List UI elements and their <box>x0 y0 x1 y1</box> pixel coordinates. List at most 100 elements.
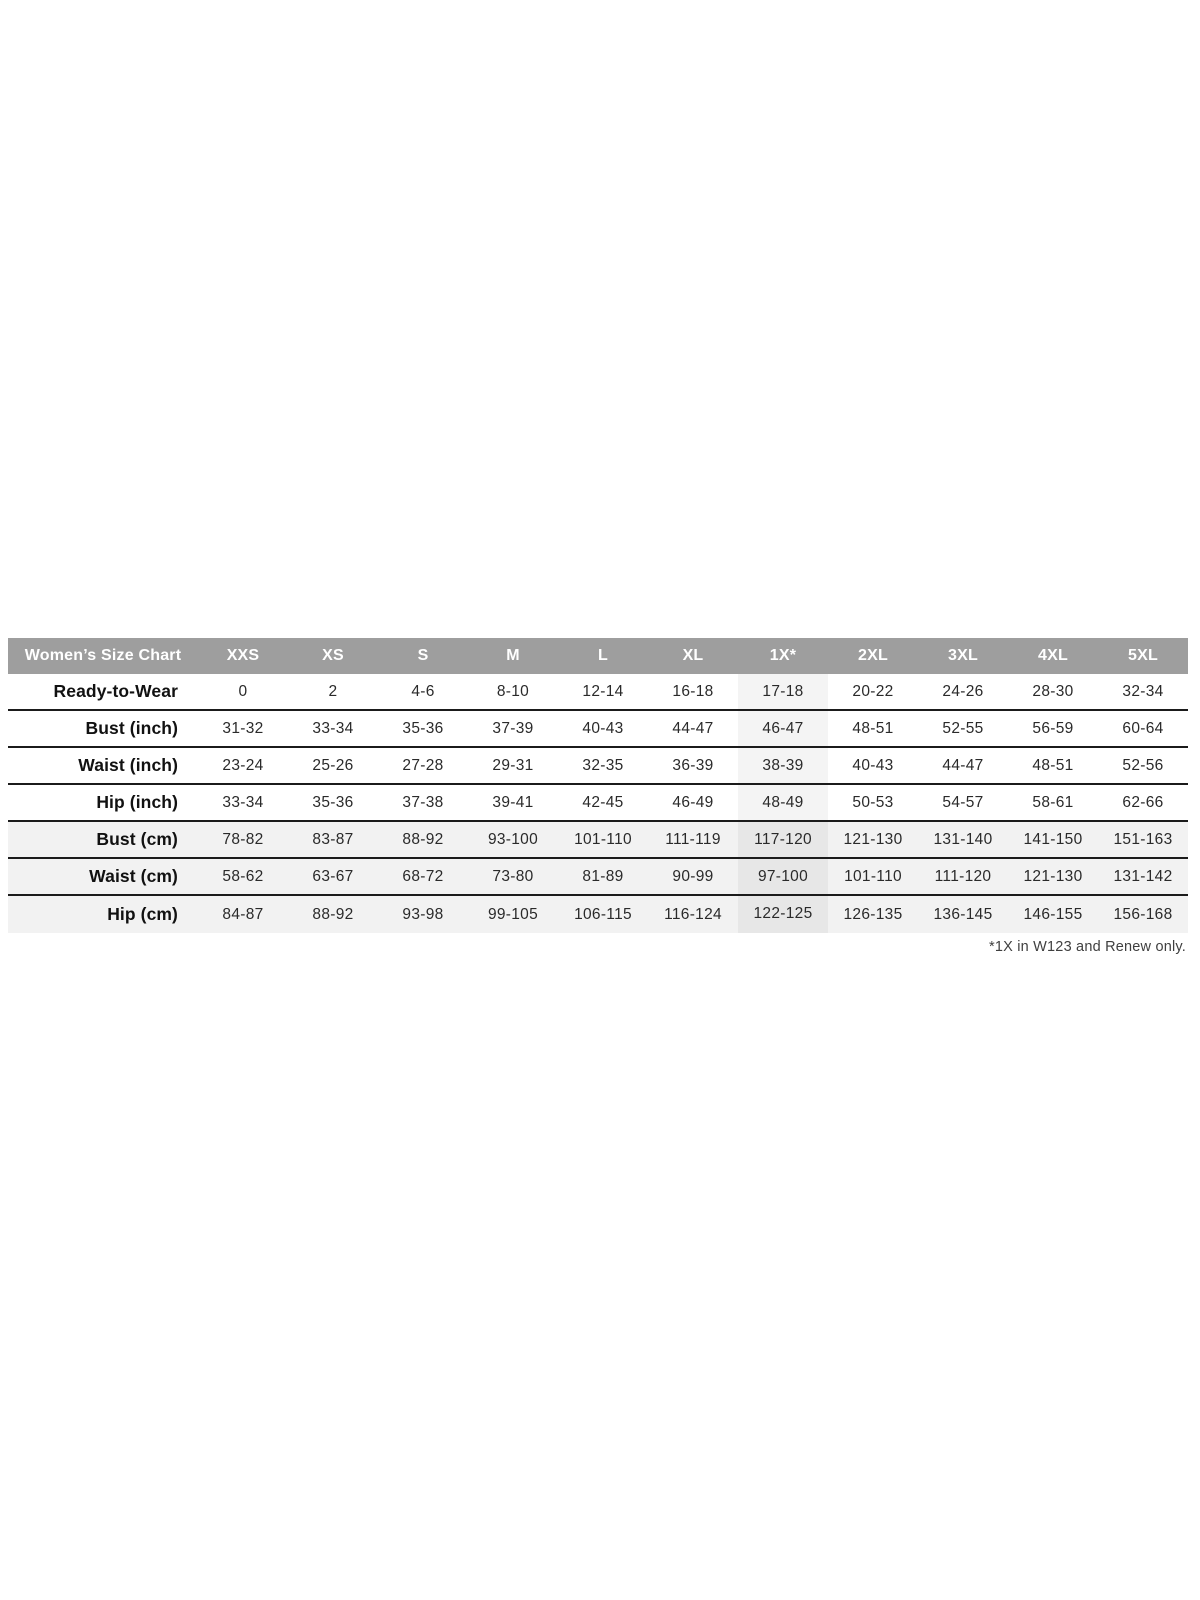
row-label: Hip (cm) <box>107 904 178 924</box>
data-cell: 48-51 <box>852 719 894 737</box>
data-cell: 50-53 <box>852 793 894 811</box>
row-label: Waist (cm) <box>89 866 178 886</box>
data-cell: 93-100 <box>487 830 539 848</box>
data-cell: 58-61 <box>1032 793 1074 811</box>
data-cell: 16-18 <box>672 682 714 700</box>
data-cell: 33-34 <box>312 719 354 737</box>
table-row: Waist (inch) 23-24 25-26 27-28 29-31 32-35 36-… <box>8 748 1188 785</box>
data-cell: 106-115 <box>574 905 632 923</box>
row-label: Hip (inch) <box>96 792 178 812</box>
column-header: XXS <box>226 647 260 664</box>
data-cell: 46-49 <box>672 793 714 811</box>
womens-size-chart: Women’s Size Chart XXS XS S M L XL 1X* 2XL 3XL 4XL… <box>8 638 1188 955</box>
column-header: 2XL <box>858 647 888 664</box>
row-label: Waist (inch) <box>78 755 178 775</box>
data-cell: 84-87 <box>222 905 264 923</box>
table-row: Waist (cm) 58-62 63-67 68-72 73-80 81-89 90-99… <box>8 859 1188 896</box>
data-cell: 20-22 <box>852 682 894 700</box>
data-cell: 39-41 <box>492 793 534 811</box>
data-cell: 126-135 <box>843 905 903 923</box>
data-cell: 40-43 <box>852 756 894 774</box>
column-header: M <box>506 647 520 664</box>
data-cell: 28-30 <box>1032 682 1074 700</box>
column-header: 5XL <box>1128 647 1158 664</box>
table-row: Ready-to-Wear 0 2 4-6 8-10 12-14 16-18 17-18 20-… <box>8 674 1188 711</box>
data-cell: 58-62 <box>222 867 264 885</box>
table-header-row: Women’s Size Chart XXS XS S M L XL 1X* 2XL 3XL 4XL… <box>8 638 1188 674</box>
data-cell: 44-47 <box>672 719 714 737</box>
data-cell: 99-105 <box>487 905 539 923</box>
data-cell: 117-120 <box>738 822 828 857</box>
data-cell: 90-99 <box>672 867 714 885</box>
data-cell: 121-130 <box>1023 867 1083 885</box>
data-cell: 35-36 <box>312 793 354 811</box>
data-cell: 101-110 <box>844 867 902 885</box>
data-cell: 111-120 <box>934 867 992 885</box>
column-header: XS <box>322 647 344 664</box>
data-cell: 81-89 <box>582 867 624 885</box>
data-cell: 32-35 <box>582 756 624 774</box>
data-cell: 63-67 <box>312 867 354 885</box>
size-chart-footnote: *1X in W123 and Renew only. <box>989 939 1186 955</box>
data-cell: 122-125 <box>738 896 828 933</box>
data-cell: 52-55 <box>942 719 984 737</box>
data-cell: 37-38 <box>402 793 444 811</box>
data-cell: 40-43 <box>582 719 624 737</box>
row-label: Bust (cm) <box>96 829 178 849</box>
data-cell: 116-124 <box>664 905 722 923</box>
column-header: Women’s Size Chart <box>24 647 182 664</box>
data-cell: 48-51 <box>1032 756 1074 774</box>
row-label: Bust (inch) <box>85 718 178 738</box>
data-cell: 17-18 <box>738 674 828 709</box>
data-cell: 12-14 <box>582 682 624 700</box>
data-cell: 68-72 <box>402 867 444 885</box>
data-cell: 101-110 <box>574 830 632 848</box>
data-cell: 88-92 <box>402 830 444 848</box>
data-cell: 29-31 <box>492 756 534 774</box>
data-cell: 131-140 <box>933 830 993 848</box>
column-header: 4XL <box>1038 647 1068 664</box>
data-cell: 42-45 <box>582 793 624 811</box>
data-cell: 36-39 <box>672 756 714 774</box>
data-cell: 62-66 <box>1122 793 1164 811</box>
data-cell: 52-56 <box>1122 756 1164 774</box>
data-cell: 156-168 <box>1113 905 1173 923</box>
data-cell: 8-10 <box>496 682 530 700</box>
data-cell: 31-32 <box>222 719 264 737</box>
data-cell: 141-150 <box>1023 830 1083 848</box>
data-cell: 25-26 <box>312 756 354 774</box>
data-cell: 44-47 <box>942 756 984 774</box>
data-cell: 46-47 <box>738 711 828 746</box>
data-cell: 146-155 <box>1023 905 1083 923</box>
data-cell: 73-80 <box>492 867 534 885</box>
data-cell: 56-59 <box>1032 719 1074 737</box>
data-cell: 83-87 <box>312 830 354 848</box>
column-header: S <box>417 647 429 664</box>
data-cell: 38-39 <box>738 748 828 783</box>
data-cell: 24-26 <box>942 682 984 700</box>
table-row: Bust (cm) 78-82 83-87 88-92 93-100 101-110 111… <box>8 822 1188 859</box>
data-cell: 32-34 <box>1122 682 1164 700</box>
data-cell: 151-163 <box>1113 830 1173 848</box>
data-cell: 121-130 <box>843 830 903 848</box>
data-cell: 35-36 <box>402 719 444 737</box>
data-cell: 97-100 <box>738 859 828 894</box>
data-cell: 48-49 <box>738 785 828 820</box>
data-cell: 78-82 <box>222 830 264 848</box>
data-cell: 88-92 <box>312 905 354 923</box>
data-cell: 37-39 <box>492 719 534 737</box>
column-header: 3XL <box>948 647 978 664</box>
data-cell: 4-6 <box>411 682 435 700</box>
column-header: L <box>598 647 608 664</box>
data-cell: 111-119 <box>665 830 721 848</box>
data-cell: 93-98 <box>402 905 444 923</box>
data-cell: 60-64 <box>1122 719 1164 737</box>
data-cell: 136-145 <box>933 905 993 923</box>
data-cell: 0 <box>238 682 248 700</box>
table-row: Hip (inch) 33-34 35-36 37-38 39-41 42-45 46-49… <box>8 785 1188 822</box>
data-cell: 23-24 <box>222 756 264 774</box>
column-header: XL <box>682 647 704 664</box>
data-cell: 131-142 <box>1113 867 1173 885</box>
table-row: Bust (inch) 31-32 33-34 35-36 37-39 40-43 44-4… <box>8 711 1188 748</box>
